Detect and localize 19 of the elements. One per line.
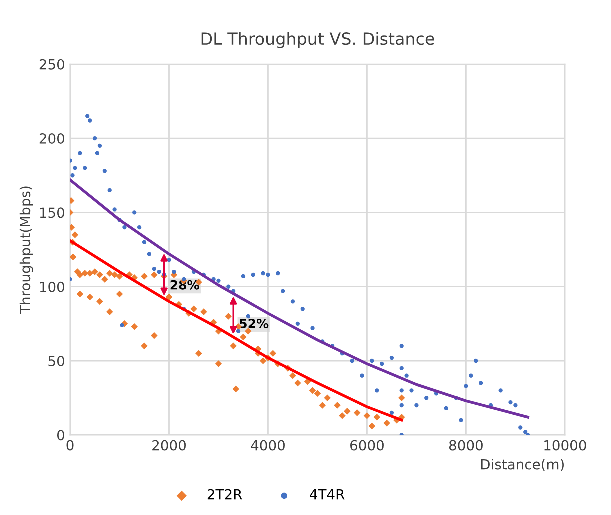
y-tick-label: 150 — [40, 208, 64, 218]
y-tick-label: 50 — [48, 356, 64, 366]
legend-label: 2T2R — [208, 489, 242, 500]
x-tick-label: 4000 — [251, 440, 285, 451]
annotation: 52% — [240, 318, 269, 328]
chart-title: DL Throughput VS. Distance — [202, 32, 434, 48]
y-tick-label: 200 — [40, 134, 64, 144]
x-tick-label: 0 — [66, 440, 74, 451]
x-tick-label: 6000 — [350, 440, 384, 451]
x-tick-label: 10000 — [544, 440, 586, 451]
y-axis-title: Throughput(Mbps) — [20, 186, 34, 314]
legend-label: 4T4R — [310, 489, 345, 500]
x-axis-title: Distance(m) — [481, 459, 564, 472]
x-tick-label: 8000 — [449, 440, 483, 451]
y-tick-label: 0 — [57, 430, 64, 441]
line-series — [70, 178, 530, 419]
x-tick-label: 2000 — [152, 440, 186, 451]
y-tick-label: 250 — [40, 59, 64, 70]
y-tick-label: 100 — [40, 282, 64, 292]
